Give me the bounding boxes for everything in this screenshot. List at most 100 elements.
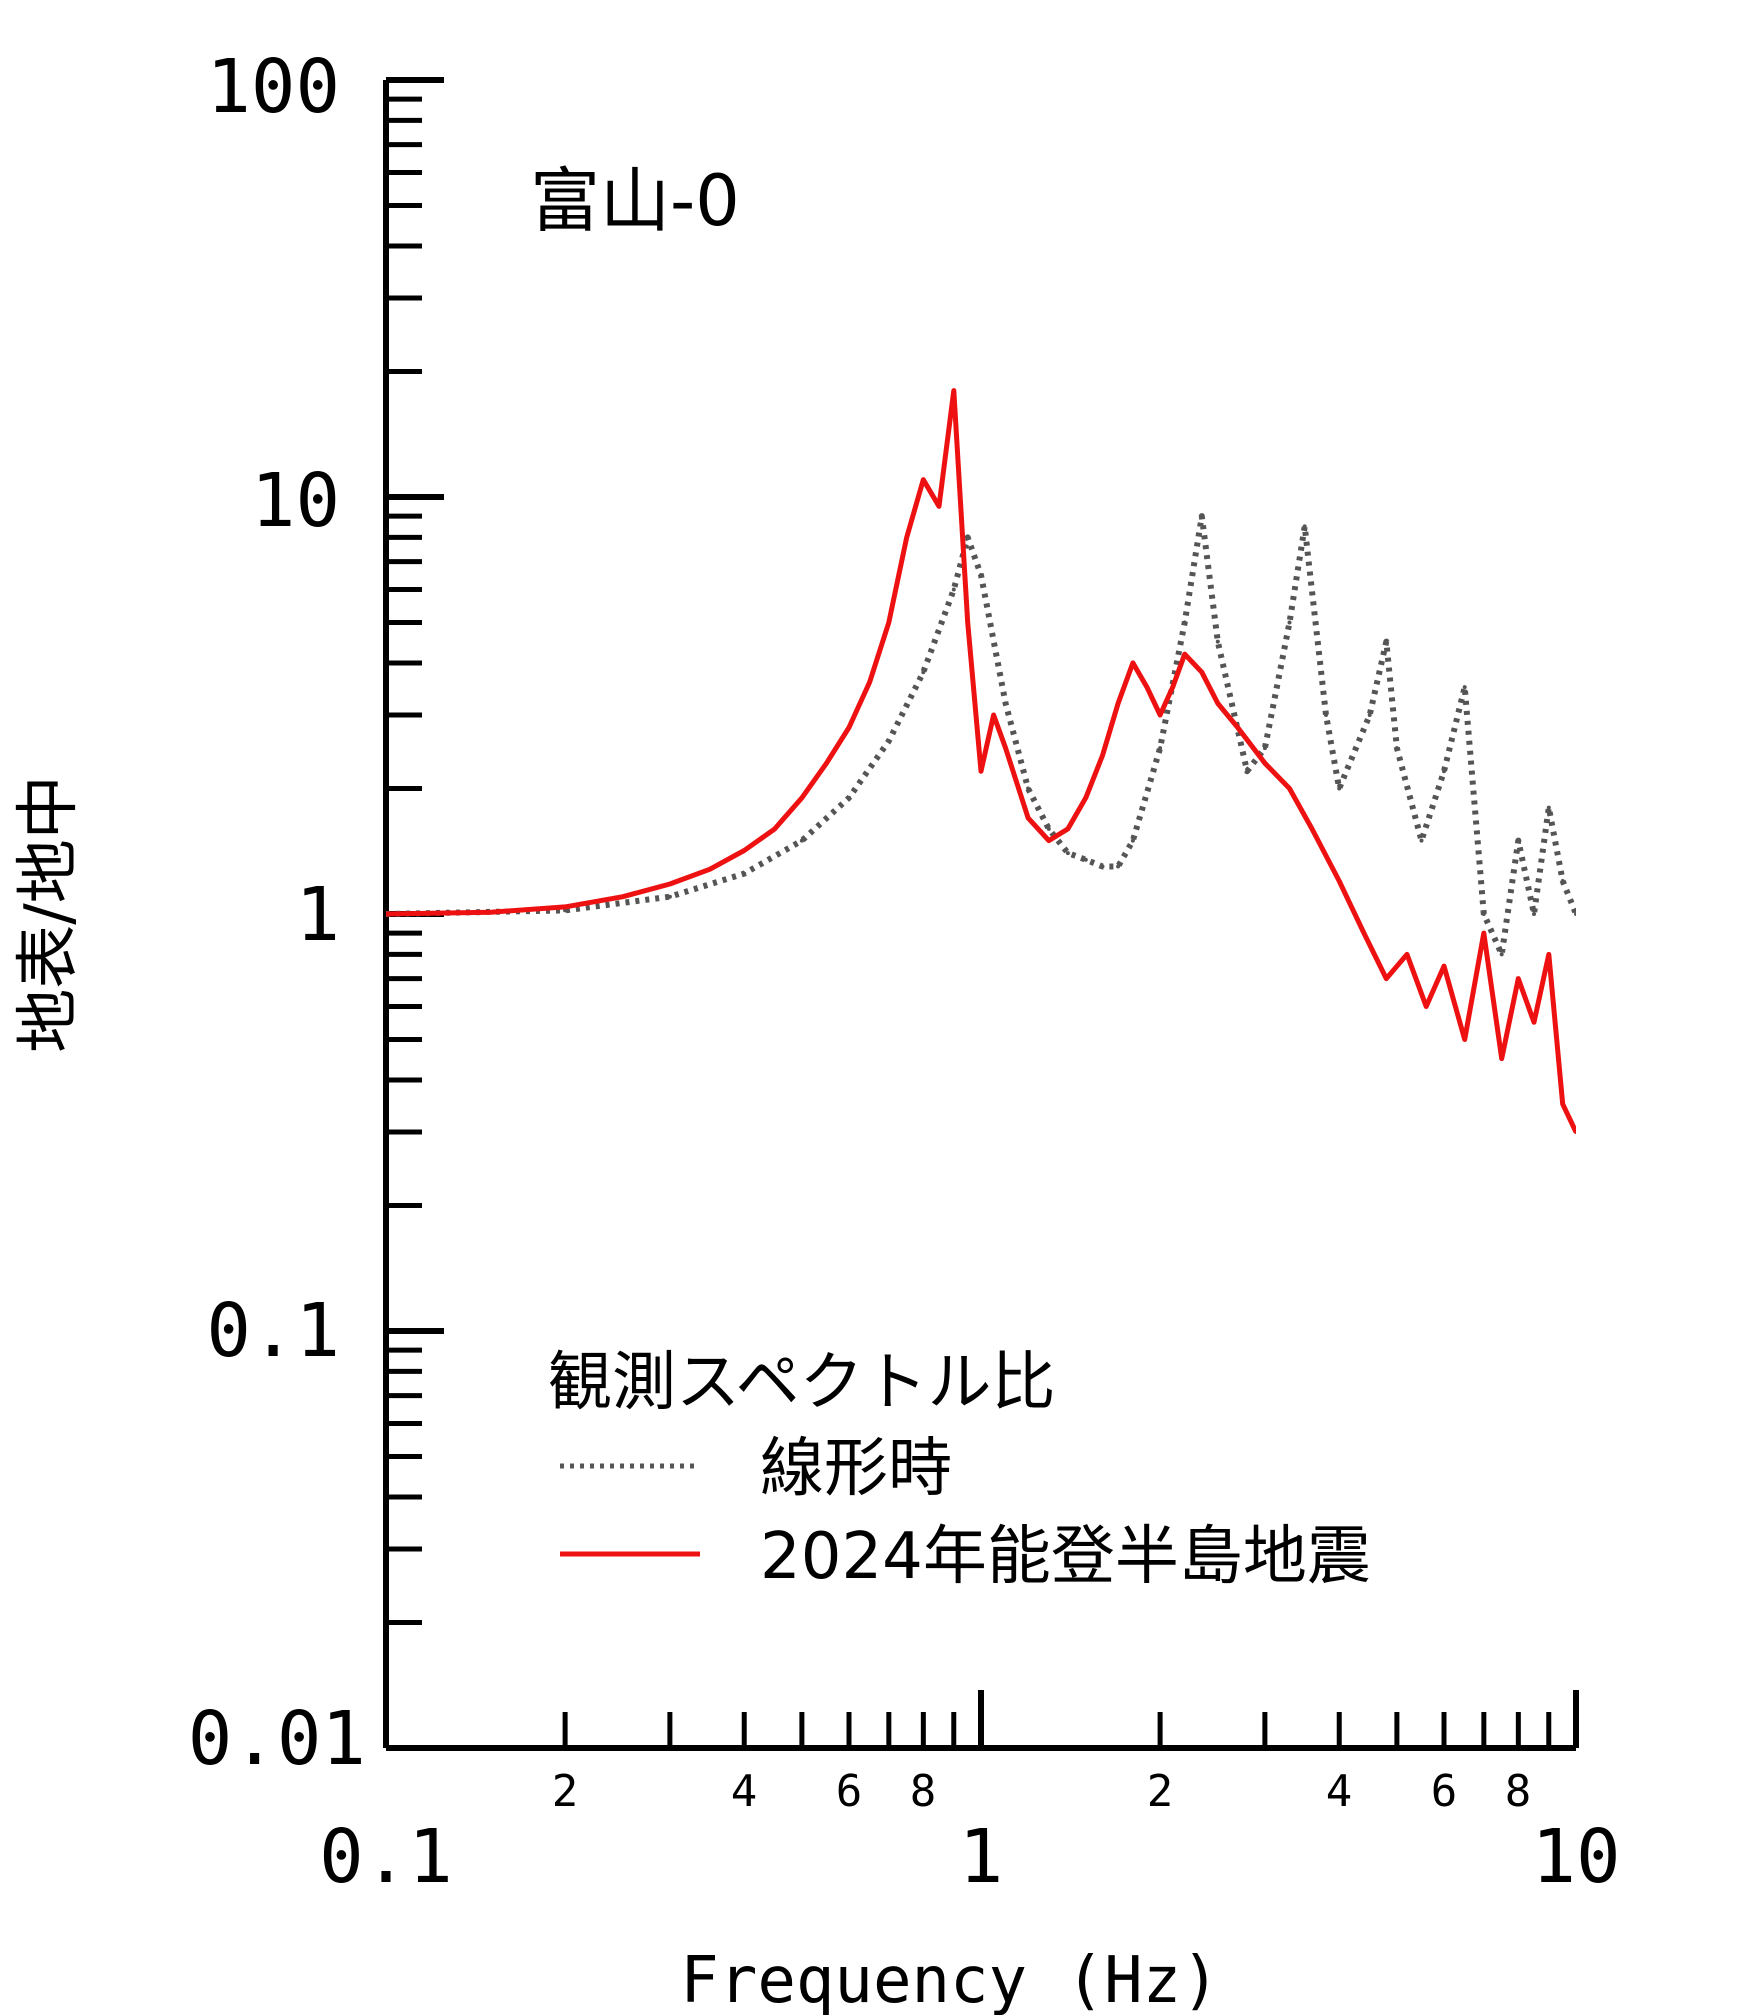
data-point-noto [1158,713,1163,717]
data-point-linear [1462,685,1467,690]
data-point-linear [1442,769,1446,774]
data-point-linear [1419,838,1424,843]
x-minor-label: 2 [552,1766,579,1817]
y-tick-label: 100 [206,44,340,130]
y-tick-label: 10 [251,458,340,544]
data-point-linear [1337,786,1342,791]
y-tick-label: 1 [295,872,340,958]
x-tick-label: 1 [959,1814,1004,1900]
data-point-linear [1083,857,1088,862]
data-point-noto [563,904,568,909]
data-point-linear [979,573,983,577]
x-minor-label: 4 [731,1766,758,1817]
data-point-noto [799,795,804,800]
data-point-noto [1116,701,1121,706]
data-point-noto [979,769,983,774]
data-point-noto [1170,685,1175,690]
data-point-noto [1516,976,1521,981]
data-point-linear [1532,912,1536,916]
data-point-linear [847,795,851,800]
data-point-noto [1003,746,1008,751]
data-point-noto [667,882,672,886]
data-point-linear [1287,620,1292,625]
data-point-linear [667,894,672,899]
data-point-noto [1083,795,1088,800]
data-point-linear [951,587,956,592]
y-tick-labels: 100 10 1 0.1 0.01 [188,44,366,1782]
data-point-noto [1310,826,1314,831]
data-point-noto [1100,753,1105,758]
data-point-linear [1182,620,1187,625]
data-point-linear [1367,713,1372,717]
data-point-noto [847,725,851,730]
data-point-linear [1516,838,1521,843]
data-point-linear [886,739,891,743]
data-point-noto [1046,838,1051,843]
data-point-linear [1100,864,1105,869]
x-minor-label: 4 [1326,1766,1353,1817]
data-point-noto [1361,931,1366,936]
data-point-noto [1424,1004,1429,1009]
y-tick-label: 0.01 [188,1696,366,1782]
data-point-noto [1215,701,1220,706]
data-point-noto [921,477,926,482]
data-point-noto [1144,685,1149,690]
data-point-noto [1287,786,1292,791]
data-point-noto [1065,826,1070,831]
data-point-linear [1481,912,1486,916]
data-point-linear [1560,879,1565,883]
data-point-noto [488,910,493,915]
data-point-noto [1560,1102,1565,1107]
data-point-noto [965,620,970,625]
data-point-linear [1324,713,1328,717]
x-tick-labels: 0.1 1 10 [319,1814,1620,1900]
axis-ticks [383,77,1579,1751]
data-point-noto [1182,652,1187,657]
data-point-noto [937,504,941,509]
data-point-linear [1574,912,1576,916]
data-point-linear [742,871,747,876]
data-point-linear [1394,746,1399,751]
data-point-linear [965,535,970,540]
data-point-linear [1116,864,1121,869]
y-tick-label: 0.1 [206,1288,340,1374]
data-point-noto [1026,815,1031,820]
data-point-linear [1384,639,1389,644]
x-tick-label: 0.1 [319,1814,453,1900]
data-point-noto [1442,964,1446,969]
data-point-noto [1199,670,1204,675]
data-point-linear [1546,805,1551,810]
data-point-noto [1262,761,1267,766]
x-minor-label: 6 [1431,1766,1458,1817]
data-point-noto [991,713,996,717]
data-point-noto [1481,931,1486,936]
data-point-linear [1046,826,1051,831]
data-point-noto [1499,1056,1504,1061]
y-axis-label: 地表/地中 [12,775,86,1053]
series-line-noto [386,388,1576,1134]
data-point-noto [742,848,747,853]
data-point-linear [1130,838,1135,843]
x-axis-label: Frequency (Hz) [680,1944,1219,2015]
x-minor-label: 8 [1505,1766,1532,1817]
chart-title: 富山-0 [530,160,740,242]
data-point-noto [1130,660,1135,665]
legend-heading: 観測スペクトル比 [548,1346,1056,1420]
data-point-noto [1337,879,1342,883]
data-point-noto [1546,952,1551,957]
data-point-linear [1003,701,1008,706]
data-point-noto [1235,725,1240,730]
data-point-noto [886,620,891,625]
data-point-linear [921,670,926,675]
data-point-noto [707,867,712,872]
data-point-linear [1262,746,1267,751]
data-point-noto [772,826,777,831]
data-point-linear [1199,514,1204,519]
data-point-noto [386,912,388,916]
legend-entry-linear: 線形時 [760,1432,952,1506]
data-point-noto [1462,1037,1467,1042]
data-point-noto [1532,1020,1536,1025]
data-point-linear [1245,769,1250,774]
x-tick-label: 10 [1531,1814,1620,1900]
data-point-noto [1405,952,1409,957]
